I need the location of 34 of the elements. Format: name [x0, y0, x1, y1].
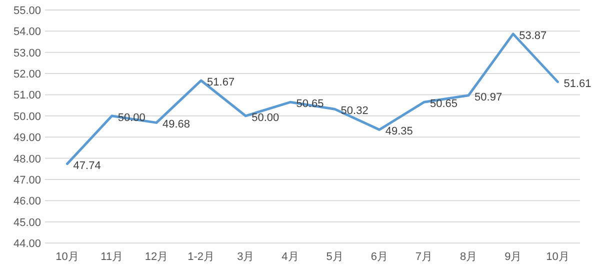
x-tick-label: 4月	[282, 251, 299, 263]
y-tick-label: 53.00	[13, 47, 41, 60]
y-tick-label: 45.00	[13, 216, 41, 229]
data-label: 51.67	[207, 76, 235, 89]
x-tick-label: 10月	[56, 251, 79, 263]
y-tick-label: 51.00	[13, 90, 41, 102]
x-tick-label: 9月	[504, 251, 522, 263]
y-tick-label: 49.00	[13, 132, 41, 144]
y-tick-label: 48.00	[13, 153, 41, 166]
data-label: 47.74	[73, 160, 101, 172]
y-tick-label: 54.00	[13, 26, 41, 38]
y-tick-label: 44.00	[13, 238, 41, 250]
y-tick-label: 46.00	[13, 196, 41, 208]
x-tick-label: 7月	[415, 251, 433, 263]
x-tick-label: 6月	[370, 251, 388, 263]
x-tick-label: 8月	[460, 251, 478, 263]
data-label: 51.61	[564, 78, 592, 90]
y-tick-label: 47.00	[13, 174, 41, 186]
x-tick-label: 5月	[326, 251, 344, 263]
x-tick-label: 12月	[144, 251, 168, 263]
data-label: 50.00	[252, 112, 280, 124]
x-tick-label: 10月	[546, 251, 570, 263]
data-label: 50.97	[474, 91, 502, 104]
x-tick-label: 3月	[237, 251, 254, 263]
x-tick-label: 11月	[100, 251, 124, 263]
data-label: 49.35	[385, 126, 413, 138]
data-label: 53.87	[519, 30, 547, 42]
y-tick-label: 55.00	[13, 5, 41, 17]
y-tick-label: 50.00	[13, 110, 41, 123]
data-label: 50.65	[430, 98, 458, 110]
data-label: 50.32	[340, 105, 368, 118]
data-label: 49.68	[162, 118, 190, 131]
x-tick-label: 1-2月	[188, 251, 214, 263]
y-tick-label: 52.00	[13, 68, 41, 81]
